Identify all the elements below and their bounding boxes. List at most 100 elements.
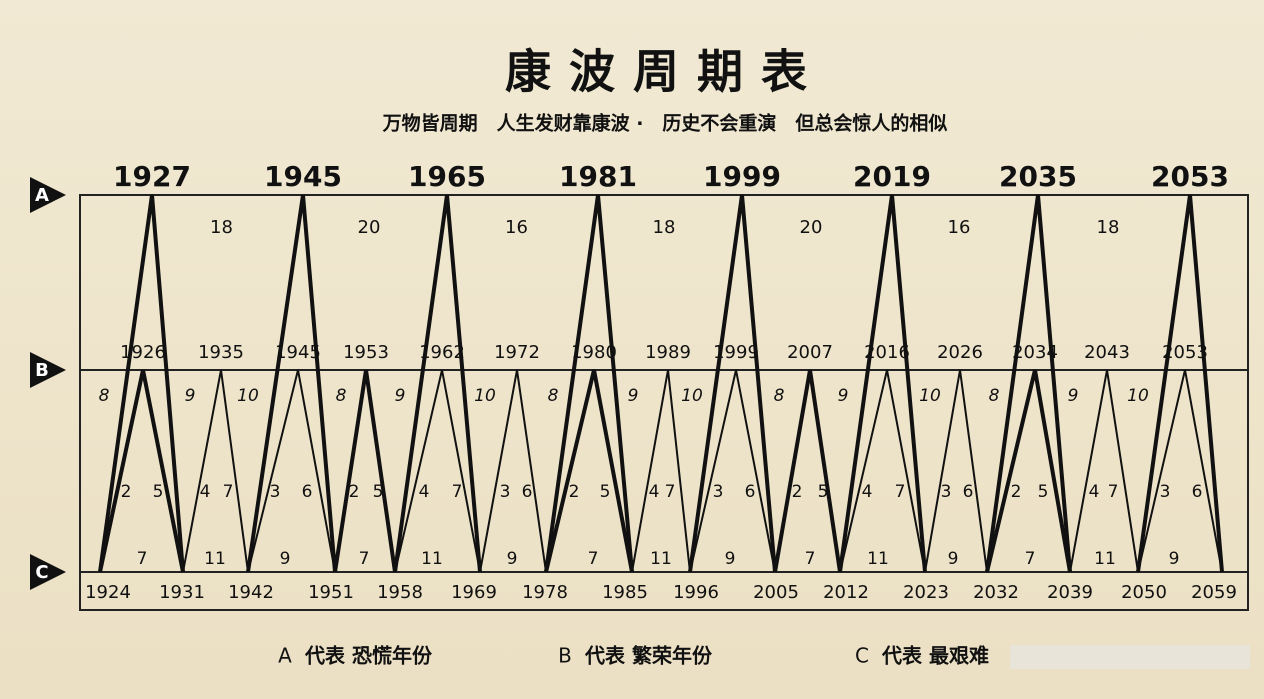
upper-label: 8 xyxy=(548,386,559,406)
bottom-label: 11 xyxy=(650,549,672,569)
middle-label: 3 xyxy=(941,482,952,502)
bottom-label: 7 xyxy=(805,549,816,569)
bottom-label: 11 xyxy=(204,549,226,569)
c-year: 1951 xyxy=(308,582,354,603)
a-triangle xyxy=(393,194,482,573)
c-year: 1969 xyxy=(451,582,497,603)
upper-label: 8 xyxy=(99,386,110,406)
legend-text: 代表 恐慌年份 xyxy=(304,644,433,668)
bottom-label: 9 xyxy=(948,549,959,569)
c-year: 1985 xyxy=(602,582,648,603)
frame xyxy=(79,194,1249,611)
c-year: 1996 xyxy=(673,582,719,603)
a-triangle xyxy=(688,194,777,573)
c-year: 1958 xyxy=(377,582,423,603)
middle-label: 6 xyxy=(745,482,756,502)
legend-key: A xyxy=(278,644,292,668)
subtitle: 万物皆周期 人生发财靠康波 · 历史不会重演 但总会惊人的相似 xyxy=(382,112,948,135)
legend-key: B xyxy=(558,644,572,668)
a-interval: 16 xyxy=(948,217,971,238)
middle-label: 5 xyxy=(600,482,611,502)
bottom-label: 11 xyxy=(421,549,443,569)
b-year: 1972 xyxy=(494,342,540,363)
bottom-label: 7 xyxy=(137,549,148,569)
upper-label: 8 xyxy=(989,386,1000,406)
a-year: 1999 xyxy=(703,160,781,193)
c-year: 2032 xyxy=(973,582,1019,603)
b-year: 1935 xyxy=(198,342,244,363)
legend-key: C xyxy=(855,644,869,668)
b-triangle xyxy=(631,369,691,573)
a-year: 2053 xyxy=(1151,160,1229,193)
b-triangle xyxy=(333,369,397,573)
a-year: 1965 xyxy=(408,160,486,193)
bottom-label: 7 xyxy=(1025,549,1036,569)
middle-label: 2 xyxy=(121,482,132,502)
a-triangle xyxy=(1136,194,1224,573)
b-triangle xyxy=(182,369,249,573)
b-triangle xyxy=(1137,369,1223,573)
upper-label: 10 xyxy=(474,386,496,406)
c-year: 2059 xyxy=(1191,582,1237,603)
b-year: 1926 xyxy=(120,342,166,363)
b-triangle xyxy=(985,369,1072,573)
middle-label: 4 xyxy=(649,482,660,502)
a-year: 1945 xyxy=(264,160,342,193)
middle-label: 4 xyxy=(419,482,430,502)
bottom-label: 11 xyxy=(1094,549,1116,569)
a-year: 1927 xyxy=(113,160,191,193)
middle-label: 7 xyxy=(1108,482,1119,502)
a-triangle xyxy=(985,194,1072,573)
c-year: 1924 xyxy=(85,582,131,603)
middle-label: 2 xyxy=(1011,482,1022,502)
watermark xyxy=(1010,645,1250,669)
middle-label: 7 xyxy=(665,482,676,502)
b-triangle xyxy=(924,369,988,573)
bottom-label: 9 xyxy=(280,549,291,569)
b-year: 1980 xyxy=(571,342,617,363)
b-triangle xyxy=(773,369,842,573)
row-marker xyxy=(30,177,66,213)
upper-label: 8 xyxy=(774,386,785,406)
middle-label: 4 xyxy=(1089,482,1100,502)
bottom-label: 7 xyxy=(359,549,370,569)
a-interval: 16 xyxy=(505,217,528,238)
middle-label: 3 xyxy=(1160,482,1171,502)
a-triangle xyxy=(838,194,927,573)
middle-label: 7 xyxy=(895,482,906,502)
b-year: 1989 xyxy=(645,342,691,363)
upper-label: 10 xyxy=(681,386,703,406)
c-year: 2005 xyxy=(753,582,799,603)
a-interval: 18 xyxy=(210,217,233,238)
upper-label: 10 xyxy=(1127,386,1149,406)
b-triangle xyxy=(479,369,547,573)
middle-label: 7 xyxy=(223,482,234,502)
b-triangle xyxy=(544,369,634,573)
bottom-label: 11 xyxy=(867,549,889,569)
a-triangle xyxy=(98,194,185,573)
c-year: 2012 xyxy=(823,582,869,603)
b-year: 2053 xyxy=(1162,342,1208,363)
middle-label: 6 xyxy=(1192,482,1203,502)
middle-label: 6 xyxy=(302,482,313,502)
b-year: 2016 xyxy=(864,342,910,363)
middle-label: 6 xyxy=(522,482,533,502)
a-interval: 20 xyxy=(358,217,381,238)
upper-label: 8 xyxy=(336,386,347,406)
b-triangle xyxy=(839,369,926,573)
middle-label: 5 xyxy=(153,482,164,502)
bottom-label: 9 xyxy=(725,549,736,569)
b-triangle xyxy=(247,369,336,573)
middle-label: 5 xyxy=(818,482,829,502)
upper-label: 10 xyxy=(237,386,259,406)
c-year: 2050 xyxy=(1121,582,1167,603)
row-label: C xyxy=(35,562,48,583)
row-marker xyxy=(30,352,66,388)
a-triangle xyxy=(544,194,634,573)
a-year: 1981 xyxy=(559,160,637,193)
legend-text: 代表 最艰难 xyxy=(881,644,989,668)
legend-text: 代表 繁荣年份 xyxy=(584,644,713,668)
a-year: 2035 xyxy=(999,160,1077,193)
middle-label: 5 xyxy=(373,482,384,502)
